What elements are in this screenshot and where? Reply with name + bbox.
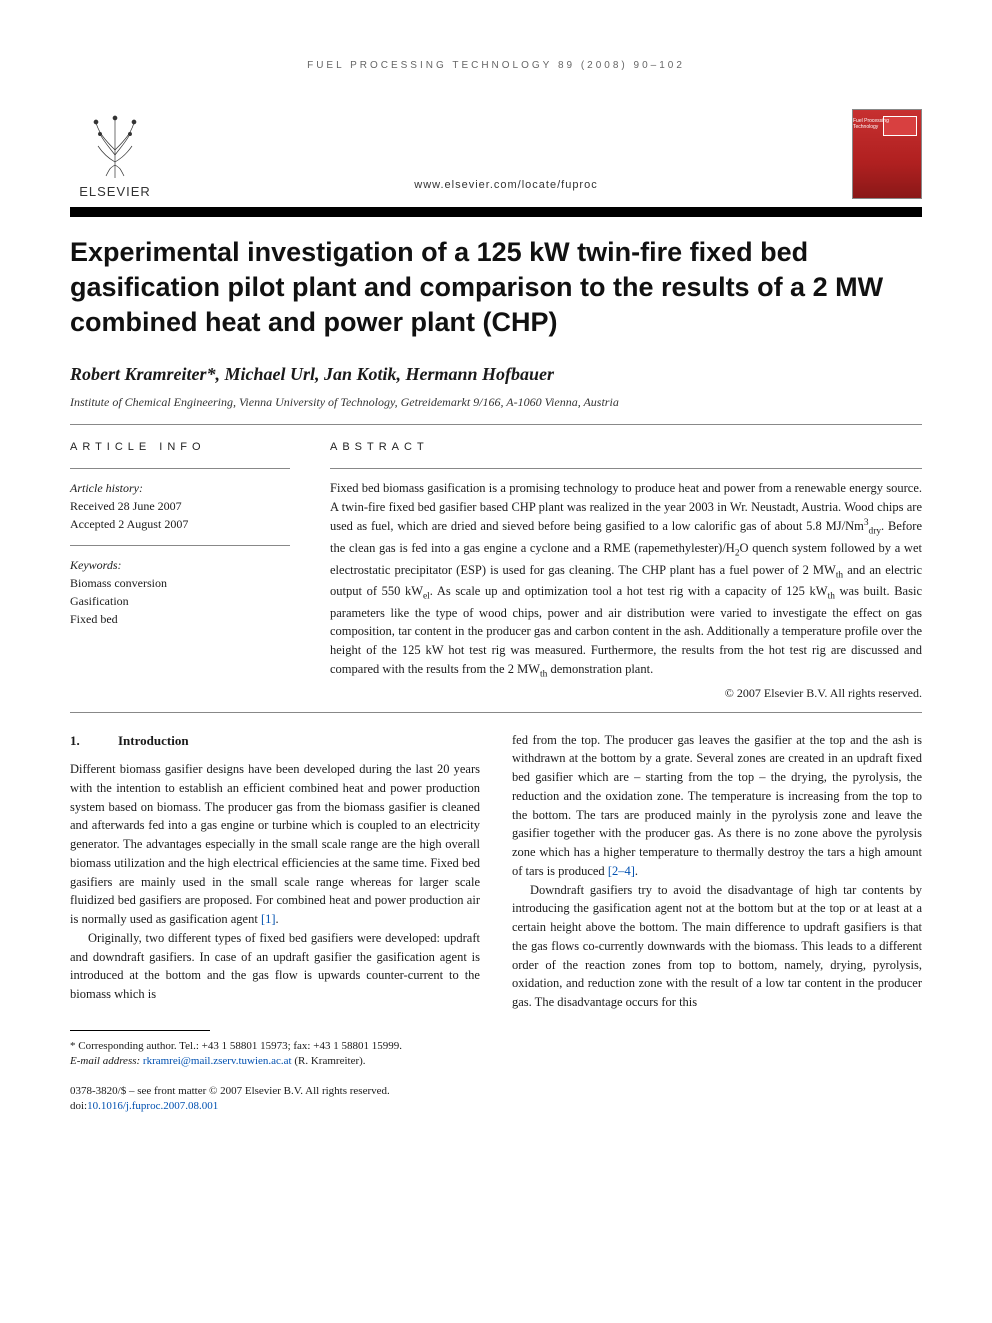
- keywords-list: Biomass conversion Gasification Fixed be…: [70, 574, 290, 628]
- email-label: E-mail address:: [70, 1055, 143, 1067]
- paragraph-text: fed from the top. The producer gas leave…: [512, 733, 922, 878]
- copyright-line: © 2007 Elsevier B.V. All rights reserved…: [330, 684, 922, 702]
- paragraph: Originally, two different types of fixed…: [70, 929, 480, 1004]
- affiliation: Institute of Chemical Engineering, Vienn…: [70, 395, 922, 410]
- header-row: ELSEVIER www.elsevier.com/locate/fuproc …: [70, 99, 922, 199]
- author-list: Robert Kramreiter*, Michael Url, Jan Kot…: [70, 364, 922, 385]
- doi-link[interactable]: 10.1016/j.fuproc.2007.08.001: [87, 1100, 218, 1112]
- column-right: fed from the top. The producer gas leave…: [512, 731, 922, 1115]
- horizontal-rule: [70, 468, 290, 469]
- paragraph: Downdraft gasifiers try to avoid the dis…: [512, 881, 922, 1012]
- abstract-body: Fixed bed biomass gasification is a prom…: [330, 481, 922, 676]
- article-title: Experimental investigation of a 125 kW t…: [70, 235, 922, 340]
- elsevier-tree-icon: [80, 110, 150, 180]
- abstract-label: ABSTRACT: [330, 439, 922, 456]
- doi-line: doi:10.1016/j.fuproc.2007.08.001: [70, 1099, 480, 1114]
- keyword: Fixed bed: [70, 610, 290, 628]
- email-tail: (R. Kramreiter).: [292, 1055, 366, 1067]
- paragraph: Different biomass gasifier designs have …: [70, 760, 480, 929]
- section-title: Introduction: [118, 733, 189, 748]
- journal-cover-label: Fuel Processing Technology: [853, 118, 913, 130]
- article-meta-row: ARTICLE INFO Article history: Received 2…: [70, 439, 922, 701]
- history-received: Received 28 June 2007: [70, 497, 290, 515]
- email-link[interactable]: rkramrei@mail.zserv.tuwien.ac.at: [143, 1055, 292, 1067]
- citation-link[interactable]: [1]: [261, 912, 276, 926]
- doi-block: 0378-3820/$ – see front matter © 2007 El…: [70, 1084, 480, 1115]
- history-heading: Article history:: [70, 479, 290, 497]
- front-matter-line: 0378-3820/$ – see front matter © 2007 El…: [70, 1084, 480, 1099]
- paragraph-text: Different biomass gasifier designs have …: [70, 762, 480, 926]
- paragraph-text: .: [276, 912, 279, 926]
- article-info-label: ARTICLE INFO: [70, 439, 290, 456]
- section-heading: 1.Introduction: [70, 731, 480, 751]
- article-info-block: ARTICLE INFO Article history: Received 2…: [70, 439, 290, 701]
- abstract-block: ABSTRACT Fixed bed biomass gasification …: [330, 439, 922, 701]
- publisher-logo: ELSEVIER: [70, 99, 160, 199]
- history-accepted: Accepted 2 August 2007: [70, 515, 290, 533]
- doi-label: doi:: [70, 1100, 87, 1112]
- corresponding-author-footnote: * Corresponding author. Tel.: +43 1 5880…: [70, 1039, 480, 1070]
- journal-url[interactable]: www.elsevier.com/locate/fuproc: [160, 179, 852, 199]
- body-columns: 1.Introduction Different biomass gasifie…: [70, 731, 922, 1115]
- footnote-separator: [70, 1030, 210, 1031]
- publisher-name: ELSEVIER: [79, 184, 151, 199]
- horizontal-rule-thick: [70, 207, 922, 217]
- horizontal-rule: [70, 712, 922, 713]
- horizontal-rule: [330, 468, 922, 469]
- horizontal-rule: [70, 545, 290, 546]
- section-number: 1.: [70, 731, 118, 751]
- journal-cover-thumbnail: Fuel Processing Technology: [852, 109, 922, 199]
- running-head: FUEL PROCESSING TECHNOLOGY 89 (2008) 90–…: [70, 60, 922, 71]
- paragraph-text: .: [635, 864, 638, 878]
- horizontal-rule: [70, 424, 922, 425]
- keyword: Biomass conversion: [70, 574, 290, 592]
- footnote-email-line: E-mail address: rkramrei@mail.zserv.tuwi…: [70, 1054, 480, 1069]
- column-left: 1.Introduction Different biomass gasifie…: [70, 731, 480, 1115]
- footnote-line: * Corresponding author. Tel.: +43 1 5880…: [70, 1039, 480, 1054]
- keyword: Gasification: [70, 592, 290, 610]
- paragraph: fed from the top. The producer gas leave…: [512, 731, 922, 881]
- keywords-heading: Keywords:: [70, 556, 290, 574]
- citation-link[interactable]: [2–4]: [608, 864, 635, 878]
- abstract-text: Fixed bed biomass gasification is a prom…: [330, 479, 922, 682]
